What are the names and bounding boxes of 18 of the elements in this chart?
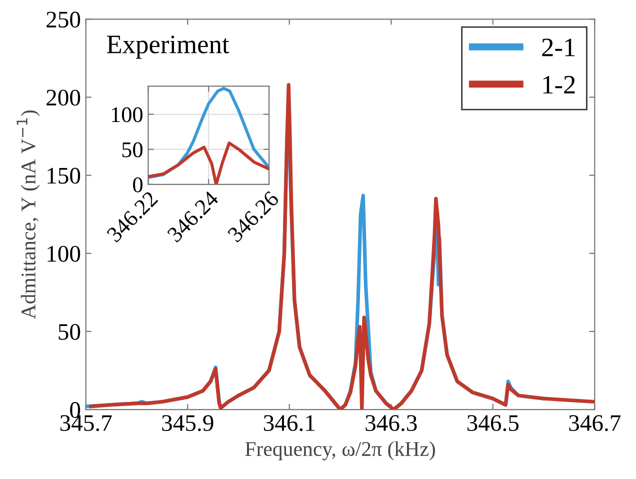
x-tick-label: 346.1 <box>264 415 315 432</box>
x-tick-label: 346.3 <box>366 415 417 432</box>
y-axis-title: Admittance, Y (nA V$^{−1}$) <box>16 110 40 320</box>
x-axis-title: Frequency, ω/2π (kHz) <box>245 441 435 460</box>
x-tick-label: 346.5 <box>467 415 519 432</box>
text: Experiment <box>106 36 230 59</box>
y-tick-label: 150 <box>48 168 80 184</box>
x-tick-label: 346.7 <box>569 415 621 432</box>
legend-label: 1-2 <box>543 76 575 94</box>
legend-label: 2-1 <box>542 38 575 56</box>
y-tick-label: 100 <box>112 107 142 122</box>
y-tick-label: 50 <box>122 142 142 158</box>
x-tick-label: 345.9 <box>162 415 214 432</box>
y-tick-label: 50 <box>58 324 80 340</box>
y-tick-label: 200 <box>46 90 80 106</box>
y-tick-label: 0 <box>133 177 142 192</box>
y-tick-label: 100 <box>48 246 80 262</box>
y-tick-label: 250 <box>46 12 80 28</box>
